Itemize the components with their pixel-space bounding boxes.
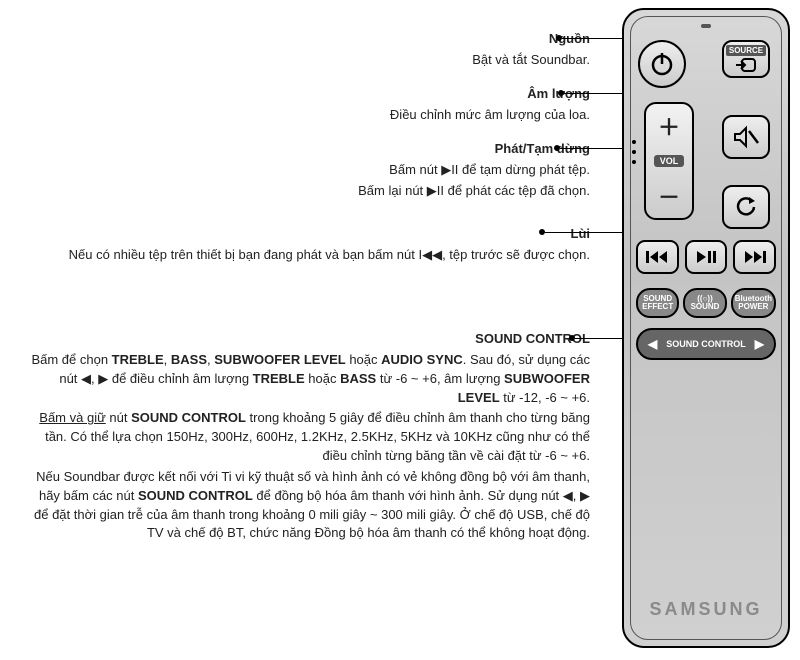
callout-prev-line: Nếu có nhiều tệp trên thiết bị bạn đang … [30, 246, 590, 265]
play-pause-button[interactable] [685, 240, 728, 274]
callout-volume-line: Điều chỉnh mức âm lượng của loa. [30, 106, 590, 125]
callout-power-title: Nguồn [30, 30, 590, 49]
transport-row [636, 240, 776, 274]
sc-right-icon: ▶ [755, 337, 764, 351]
volume-rocker[interactable]: ＋ VOL － [644, 102, 694, 220]
ir-led [701, 24, 711, 28]
callout-sc-title: SOUND CONTROL [30, 330, 590, 349]
mute-icon [731, 124, 761, 150]
source-label: SOURCE [726, 45, 766, 56]
callout-volume-title: Âm lượng [30, 85, 590, 104]
mode-pill-row: SOUND EFFECT ((○)) SOUND Bluetooth POWER [636, 288, 776, 318]
callout-soundcontrol: SOUND CONTROL Bấm để chọn TREBLE, BASS, … [30, 330, 590, 545]
power-button[interactable] [638, 40, 686, 88]
callout-playpause-line1: Bấm nút ▶II để tạm dừng phát tệp. [30, 161, 590, 180]
callout-volume: Âm lượng Điều chỉnh mức âm lượng của loa… [30, 85, 590, 127]
remote-control: SOURCE ＋ VOL － [622, 8, 790, 648]
callout-prev: Lùi Nếu có nhiều tệp trên thiết bị bạn đ… [30, 225, 590, 267]
callout-sc-p2: Bấm và giữ nút SOUND CONTROL trong khoản… [30, 409, 590, 466]
source-button[interactable]: SOURCE [722, 40, 770, 78]
sc-label: SOUND CONTROL [666, 339, 746, 349]
prev-icon [644, 249, 670, 265]
brand-logo: SAMSUNG [624, 599, 788, 620]
callout-power-line: Bật và tắt Soundbar. [30, 51, 590, 70]
sound-effect-button[interactable]: SOUND EFFECT [636, 288, 679, 318]
callout-playpause-line2: Bấm lại nút ▶II để phát các tệp đã chọn. [30, 182, 590, 201]
source-icon [734, 56, 758, 74]
sound-control-bar[interactable]: ◀ SOUND CONTROL ▶ [636, 328, 776, 360]
sc-left-icon: ◀ [648, 337, 657, 351]
next-button[interactable] [733, 240, 776, 274]
callout-playpause: Phát/Tạm dừng Bấm nút ▶II để tạm dừng ph… [30, 140, 590, 203]
volume-indicator-dots [632, 140, 636, 164]
repeat-icon [732, 193, 760, 221]
bluetooth-power-button[interactable]: Bluetooth POWER [731, 288, 776, 318]
playpause-icon [693, 249, 719, 265]
callout-playpause-title: Phát/Tạm dừng [30, 140, 590, 159]
mute-button[interactable] [722, 115, 770, 159]
surround-button[interactable]: ((○)) SOUND [683, 288, 726, 318]
callout-sc-p3: Nếu Soundbar được kết nối với Ti vi kỹ t… [30, 468, 590, 543]
callout-power: Nguồn Bật và tắt Soundbar. [30, 30, 590, 72]
volume-label: VOL [654, 155, 685, 167]
callout-sc-p1: Bấm để chọn TREBLE, BASS, SUBWOOFER LEVE… [30, 351, 590, 408]
next-icon [742, 249, 768, 265]
volume-up-icon: ＋ [658, 110, 680, 142]
power-icon [649, 51, 675, 77]
prev-button[interactable] [636, 240, 679, 274]
volume-down-icon: － [658, 180, 680, 212]
callout-prev-title: Lùi [30, 225, 590, 244]
repeat-button[interactable] [722, 185, 770, 229]
